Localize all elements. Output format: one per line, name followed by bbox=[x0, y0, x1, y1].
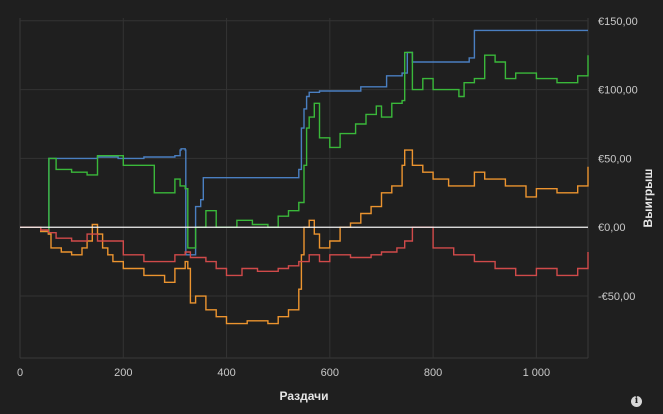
chart-grid bbox=[19, 18, 589, 359]
x-tick-label: 600 bbox=[321, 367, 339, 379]
y-axis-title: Выигрыш bbox=[641, 169, 655, 228]
series-line-1 bbox=[20, 29, 588, 256]
info-icon[interactable]: i bbox=[631, 396, 642, 407]
series-line-2 bbox=[20, 51, 589, 249]
chart-series-group bbox=[20, 29, 589, 325]
series-line-3 bbox=[20, 149, 589, 325]
x-tick-label: 400 bbox=[217, 367, 235, 379]
y-tick-label: €100,00 bbox=[598, 85, 638, 97]
x-tick-label: 200 bbox=[114, 367, 132, 379]
axis-ticks: 0 200 400 600 800 1 000 -€50,00 €0,00 €50,00 €100… bbox=[17, 16, 638, 379]
x-tick-label: 1 000 bbox=[523, 367, 551, 379]
series-line-4 bbox=[20, 226, 589, 277]
x-tick-label: 0 bbox=[17, 367, 23, 379]
x-tick-label: 800 bbox=[424, 367, 442, 379]
x-axis-title: Раздачи bbox=[280, 389, 329, 403]
y-tick-label: €150,00 bbox=[598, 16, 638, 28]
y-tick-label: €50,00 bbox=[598, 153, 632, 165]
y-tick-label: -€50,00 bbox=[598, 291, 635, 303]
y-tick-label: €0,00 bbox=[598, 222, 626, 234]
